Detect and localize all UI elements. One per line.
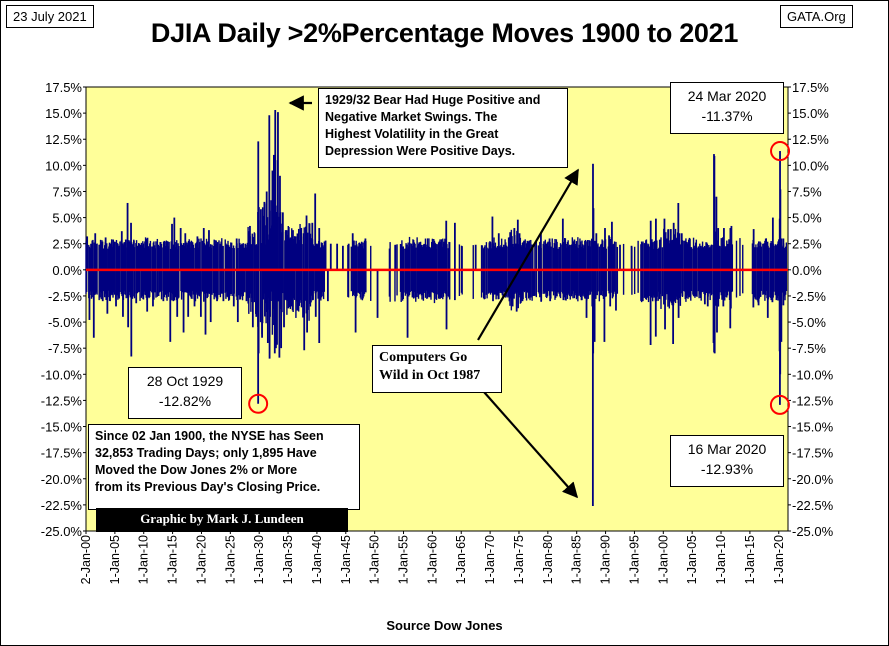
- bear-note-line-4: Depression Were Positive Days.: [325, 144, 516, 158]
- x-tick-label: 1-Jan-20: [772, 535, 786, 584]
- x-tick-label: 1-Jan-90: [599, 535, 613, 584]
- y-tick-label-left: -15.0%: [41, 420, 83, 435]
- y-tick-label-left: 17.5%: [45, 80, 82, 95]
- y-tick-label-right: -25.0%: [792, 524, 834, 539]
- callout-16-mar-2020: 16 Mar 2020 -12.93%: [670, 435, 784, 487]
- y-tick-label-right: -2.5%: [792, 289, 826, 304]
- callout-24-mar-date: 24 Mar 2020: [687, 88, 767, 104]
- callout-28-oct-1929: 28 Oct 1929 -12.82%: [128, 367, 242, 419]
- x-tick-label: 1-Jan-30: [252, 535, 266, 584]
- site-tag: GATA.Org: [780, 5, 853, 28]
- arrow-to-1987-crash: [483, 391, 579, 499]
- bear-market-note: 1929/32 Bear Had Huge Positive and Negat…: [318, 88, 568, 168]
- author-credit: Graphic by Mark J. Lundeen: [96, 508, 348, 532]
- x-tick-label: 1-Jan-50: [368, 535, 382, 584]
- bear-note-line-2: Negative Market Swings. The: [325, 110, 498, 124]
- nyse-note-line-2: 32,853 Trading Days; only 1,895 Have: [95, 446, 317, 460]
- nyse-trading-days-note: Since 02 Jan 1900, the NYSE has Seen 32,…: [88, 424, 360, 510]
- extreme-day-circle: [248, 393, 269, 414]
- arrow-to-1987-rebound: [477, 168, 579, 341]
- y-tick-label-right: 7.5%: [792, 184, 822, 199]
- y-tick-label-left: -25.0%: [41, 524, 83, 539]
- nyse-note-line-1: Since 02 Jan 1900, the NYSE has Seen: [95, 429, 324, 443]
- callout-24-mar-value: -11.37%: [701, 108, 753, 124]
- y-tick-label-left: 5.0%: [52, 211, 82, 226]
- x-tick-label: 1-Jan-60: [425, 535, 439, 584]
- y-tick-label-right: -5.0%: [792, 315, 826, 330]
- y-tick-label-right: 0.0%: [792, 263, 822, 278]
- x-tick-label: 1-Jan-20: [194, 535, 208, 584]
- x-axis: 2-Jan-00 1-Jan-05 1-Jan-10 1-Jan-15 1-Jan-20…: [79, 531, 786, 584]
- y-tick-label-left: -2.5%: [48, 289, 82, 304]
- arrows: [288, 95, 579, 499]
- y-tick-label-right: -17.5%: [792, 446, 834, 461]
- x-tick-label: 1-Jan-80: [541, 535, 555, 584]
- y-tick-label-right: 5.0%: [792, 211, 822, 226]
- y-tick-label-right: -12.5%: [792, 393, 834, 408]
- callout-16-mar-value: -12.93%: [700, 461, 754, 477]
- y-tick-label-left: 12.5%: [45, 132, 82, 147]
- x-tick-label: 1-Jan-00: [656, 535, 670, 584]
- y-tick-label-right: 10.0%: [792, 158, 829, 173]
- nyse-note-line-4: from its Previous Day's Closing Price.: [95, 480, 321, 494]
- y-tick-label-left: 2.5%: [52, 237, 82, 252]
- y-tick-label-right: 17.5%: [792, 80, 829, 95]
- x-tick-label: 1-Jan-55: [397, 535, 411, 584]
- bear-note-line-3: Highest Volatility in the Great: [325, 127, 499, 141]
- y-axis-right: 17.5% 15.0% 12.5% 10.0% 7.5% 5.0% 2.5% 0.0% -2.5…: [788, 80, 834, 539]
- x-tick-label: 1-Jan-25: [223, 535, 237, 584]
- y-tick-label-right: 15.0%: [792, 106, 829, 121]
- y-tick-label-left: -7.5%: [48, 341, 82, 356]
- bear-note-line-1: 1929/32 Bear Had Huge Positive and: [325, 93, 541, 107]
- x-tick-label: 1-Jan-10: [714, 535, 728, 584]
- y-tick-label-right: -20.0%: [792, 472, 834, 487]
- y-tick-label-right: -15.0%: [792, 420, 834, 435]
- y-tick-label-left: -10.0%: [41, 367, 83, 382]
- chart-title: DJIA Daily >2%Percentage Moves 1900 to 2…: [150, 18, 739, 48]
- y-tick-label-right: -10.0%: [792, 367, 834, 382]
- x-tick-label: 1-Jan-15: [166, 535, 180, 584]
- x-tick-label: 1-Jan-10: [137, 535, 151, 584]
- computers-note-line-1: Computers Go: [379, 350, 468, 365]
- callout-24-mar-2020: 24 Mar 2020 -11.37%: [670, 82, 784, 134]
- y-tick-label-left: -12.5%: [41, 393, 83, 408]
- callout-16-mar-date: 16 Mar 2020: [687, 441, 767, 457]
- y-tick-label-left: 15.0%: [45, 106, 82, 121]
- extreme-day-circle: [770, 141, 791, 162]
- y-tick-label-right: 12.5%: [792, 132, 829, 147]
- extreme-day-circle: [769, 394, 790, 415]
- highlight-circles: [248, 141, 791, 415]
- x-axis-label: Source Dow Jones: [386, 618, 503, 633]
- y-tick-label-left: 10.0%: [45, 158, 82, 173]
- callout-28-oct-date: 28 Oct 1929: [146, 373, 224, 389]
- x-tick-label: 1-Jan-95: [627, 535, 641, 584]
- y-tick-label-left: -17.5%: [41, 446, 83, 461]
- y-tick-label-left: 7.5%: [52, 184, 82, 199]
- x-tick-label: 1-Jan-45: [339, 535, 353, 584]
- x-tick-label: 1-Jan-05: [685, 535, 699, 584]
- x-tick-label: 1-Jan-75: [512, 535, 526, 584]
- y-tick-label-left: -5.0%: [48, 315, 82, 330]
- x-tick-label: 1-Jan-85: [570, 535, 584, 584]
- x-tick-label: 1-Jan-70: [483, 535, 497, 584]
- y-tick-label-left: -22.5%: [41, 498, 83, 513]
- y-axis-left: 17.5% 15.0% 12.5% 10.0% 7.5% 5.0% 2.5% 0.0% -2.5…: [41, 80, 86, 539]
- x-tick-label: 1-Jan-40: [310, 535, 324, 584]
- x-tick-label: 2-Jan-00: [79, 535, 93, 584]
- nyse-note-line-3: Moved the Dow Jones 2% or More: [95, 463, 298, 477]
- y-tick-label-right: -7.5%: [792, 341, 826, 356]
- date-tag: 23 July 2021: [6, 5, 94, 28]
- x-tick-label: 1-Jan-15: [743, 535, 757, 584]
- x-tick-label: 1-Jan-65: [454, 535, 468, 584]
- x-tick-label: 1-Jan-35: [281, 535, 295, 584]
- y-tick-label-right: 2.5%: [792, 237, 822, 252]
- x-tick-label: 1-Jan-05: [108, 535, 122, 584]
- computers-note: Computers Go Wild in Oct 1987: [372, 345, 502, 393]
- y-tick-label-right: -22.5%: [792, 498, 834, 513]
- y-tick-label-left: 0.0%: [52, 263, 82, 278]
- callout-28-oct-value: -12.82%: [158, 393, 212, 409]
- y-tick-label-left: -20.0%: [41, 472, 83, 487]
- computers-note-line-2: Wild in Oct 1987: [379, 368, 481, 383]
